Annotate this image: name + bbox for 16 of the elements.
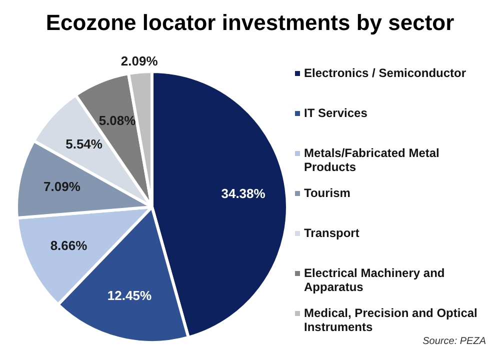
legend-label: Tourism <box>304 186 350 200</box>
source-note: Source: PEZA <box>422 336 486 347</box>
data-label: 5.08% <box>98 113 136 128</box>
data-label: 2.09% <box>120 54 158 69</box>
chart-title: Ecozone locator investments by sector <box>44 10 456 36</box>
data-label: 8.66% <box>50 238 88 254</box>
data-label: 12.45% <box>107 288 152 303</box>
legend-label: Metals/Fabricated Metal Products <box>304 146 440 174</box>
legend-label: Transport <box>304 226 360 240</box>
data-label: 34.38% <box>221 186 266 202</box>
legend-label: IT Services <box>304 106 368 120</box>
data-label: 5.54% <box>66 136 103 152</box>
data-label: 7.09% <box>44 178 81 194</box>
legend-label: Electrical Machinery and Apparatus <box>304 266 446 294</box>
legend-label: Medical, Precision and Optical Instruments <box>304 306 478 334</box>
legend-label: Electronics / Semiconductor <box>304 66 466 80</box>
